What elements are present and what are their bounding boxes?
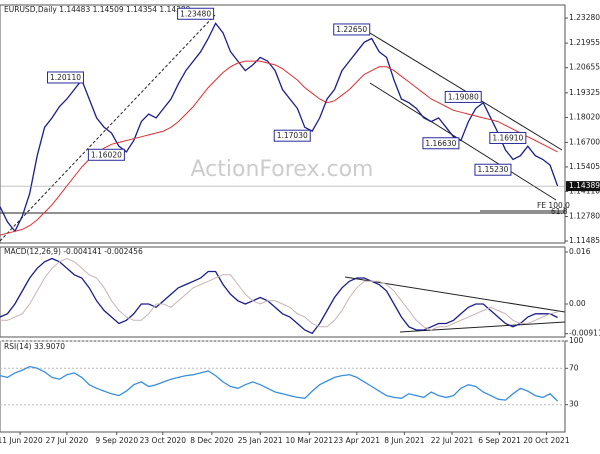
y-tick-label: 1.15405 xyxy=(569,162,600,171)
watermark: ActionForex.com xyxy=(191,157,374,182)
annotation-box xyxy=(87,148,125,161)
y-tick-label: 1.11485 xyxy=(569,236,600,245)
x-tick-label: 6 Sep 2021 xyxy=(478,436,521,445)
x-tick-label: 8 Jun 2021 xyxy=(384,436,425,445)
annotation-label: 1.15230 xyxy=(477,165,508,174)
y-tick-label: 1.20655 xyxy=(569,63,600,72)
annotation-box xyxy=(333,23,371,36)
x-tick-label: 22 Jul 2021 xyxy=(431,436,474,445)
current-price-label: 1.14389 xyxy=(569,181,600,190)
annotation-box xyxy=(273,129,311,142)
series-line xyxy=(0,257,558,335)
macd-panel xyxy=(0,246,566,338)
y-tick-label: 70 xyxy=(569,363,579,372)
x-tick-label: 8 Dec 2020 xyxy=(190,436,233,445)
fib-label: 61.8 xyxy=(551,207,568,216)
channel-line xyxy=(369,82,557,201)
x-tick-label: 11 Jun 2020 xyxy=(0,436,43,445)
annotation-label: 1.16020 xyxy=(91,150,122,159)
x-tick-label: 25 Jan 2021 xyxy=(238,436,283,445)
x-tick-label: 27 Jul 2020 xyxy=(46,436,89,445)
x-tick-label: 10 Mar 2021 xyxy=(285,436,333,445)
trend-line xyxy=(0,14,216,242)
y-tick-label: 1.18020 xyxy=(569,112,600,121)
current-price-box xyxy=(566,181,600,192)
y-tick-label: 1.12780 xyxy=(569,212,600,221)
annotation-box xyxy=(489,131,527,144)
y-tick-label: 30 xyxy=(569,400,579,409)
rsi-panel xyxy=(0,340,566,433)
rsi-header: RSI(14) 33.9070 xyxy=(4,342,65,351)
annotation-label: 1.22650 xyxy=(336,25,367,34)
annotation-label: 1.19080 xyxy=(448,92,479,101)
x-tick-label: 23 Oct 2020 xyxy=(140,436,187,445)
y-tick-label: 1.21955 xyxy=(569,38,600,47)
annotation-box xyxy=(46,71,84,84)
price-panel xyxy=(0,4,566,244)
series-line xyxy=(0,257,558,331)
x-tick-label: 23 Apr 2021 xyxy=(334,436,381,445)
macd-header: MACD(12,26,9) -0.004141 -0.002456 xyxy=(4,247,143,256)
y-tick-label: 1.19325 xyxy=(569,88,600,97)
annotation-box xyxy=(444,90,482,103)
annotation-label: 1.20110 xyxy=(50,73,81,82)
y-tick-label: -0.009116 xyxy=(569,329,600,338)
fib-label: FE 100.0 xyxy=(537,201,570,210)
annotation-label: 1.23480 xyxy=(180,9,211,18)
annotation-box xyxy=(422,137,460,150)
x-tick-label: 20 Oct 2021 xyxy=(523,436,570,445)
y-tick-label: 0.016 xyxy=(569,247,591,256)
channel-line xyxy=(364,29,563,151)
y-tick-label: 1.23280 xyxy=(569,13,600,22)
series-line xyxy=(0,22,559,233)
macd-trend-line xyxy=(399,321,566,333)
y-tick-label: 0.00 xyxy=(569,299,586,308)
series-line xyxy=(0,365,559,402)
annotation-box xyxy=(474,163,512,176)
y-tick-label: 1.16700 xyxy=(569,137,600,146)
annotation-label: 1.16630 xyxy=(425,139,456,148)
annotation-label: 1.16910 xyxy=(492,133,523,142)
price-header: EURUSD,Daily 1.14483 1.14509 1.14354 1.1… xyxy=(4,5,191,14)
annotation-label: 1.17030 xyxy=(277,131,308,140)
annotation-box xyxy=(177,7,215,20)
x-tick-label: 9 Sep 2020 xyxy=(95,436,138,445)
y-tick-label: 100 xyxy=(569,336,584,345)
